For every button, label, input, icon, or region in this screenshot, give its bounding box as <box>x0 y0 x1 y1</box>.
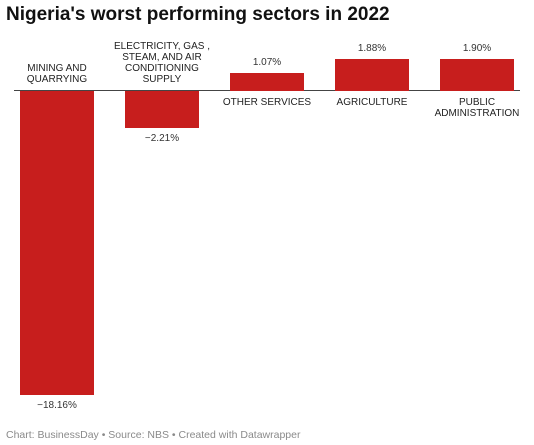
category-label: ELECTRICITY, GAS , STEAM, AND AIR CONDIT… <box>114 40 210 85</box>
bar <box>440 59 514 91</box>
zero-line <box>14 90 520 92</box>
value-label: 1.88% <box>357 43 387 55</box>
category-label: MINING AND QUARRYING <box>26 62 88 85</box>
value-label: −18.16% <box>37 400 77 411</box>
bar <box>125 90 199 128</box>
bar <box>20 90 94 395</box>
chart-title: Nigeria's worst performing sectors in 20… <box>6 4 390 25</box>
value-label: 1.07% <box>252 56 282 68</box>
value-label: 1.90% <box>462 43 492 54</box>
bar <box>335 59 409 91</box>
value-label: −2.21% <box>144 132 180 144</box>
chart-footer: Chart: BusinessDay • Source: NBS • Creat… <box>6 429 301 441</box>
bar <box>230 72 304 91</box>
category-label: OTHER SERVICES <box>222 96 312 108</box>
category-label: AGRICULTURE <box>336 96 408 108</box>
category-label: PUBLIC ADMINISTRATION <box>434 96 520 119</box>
